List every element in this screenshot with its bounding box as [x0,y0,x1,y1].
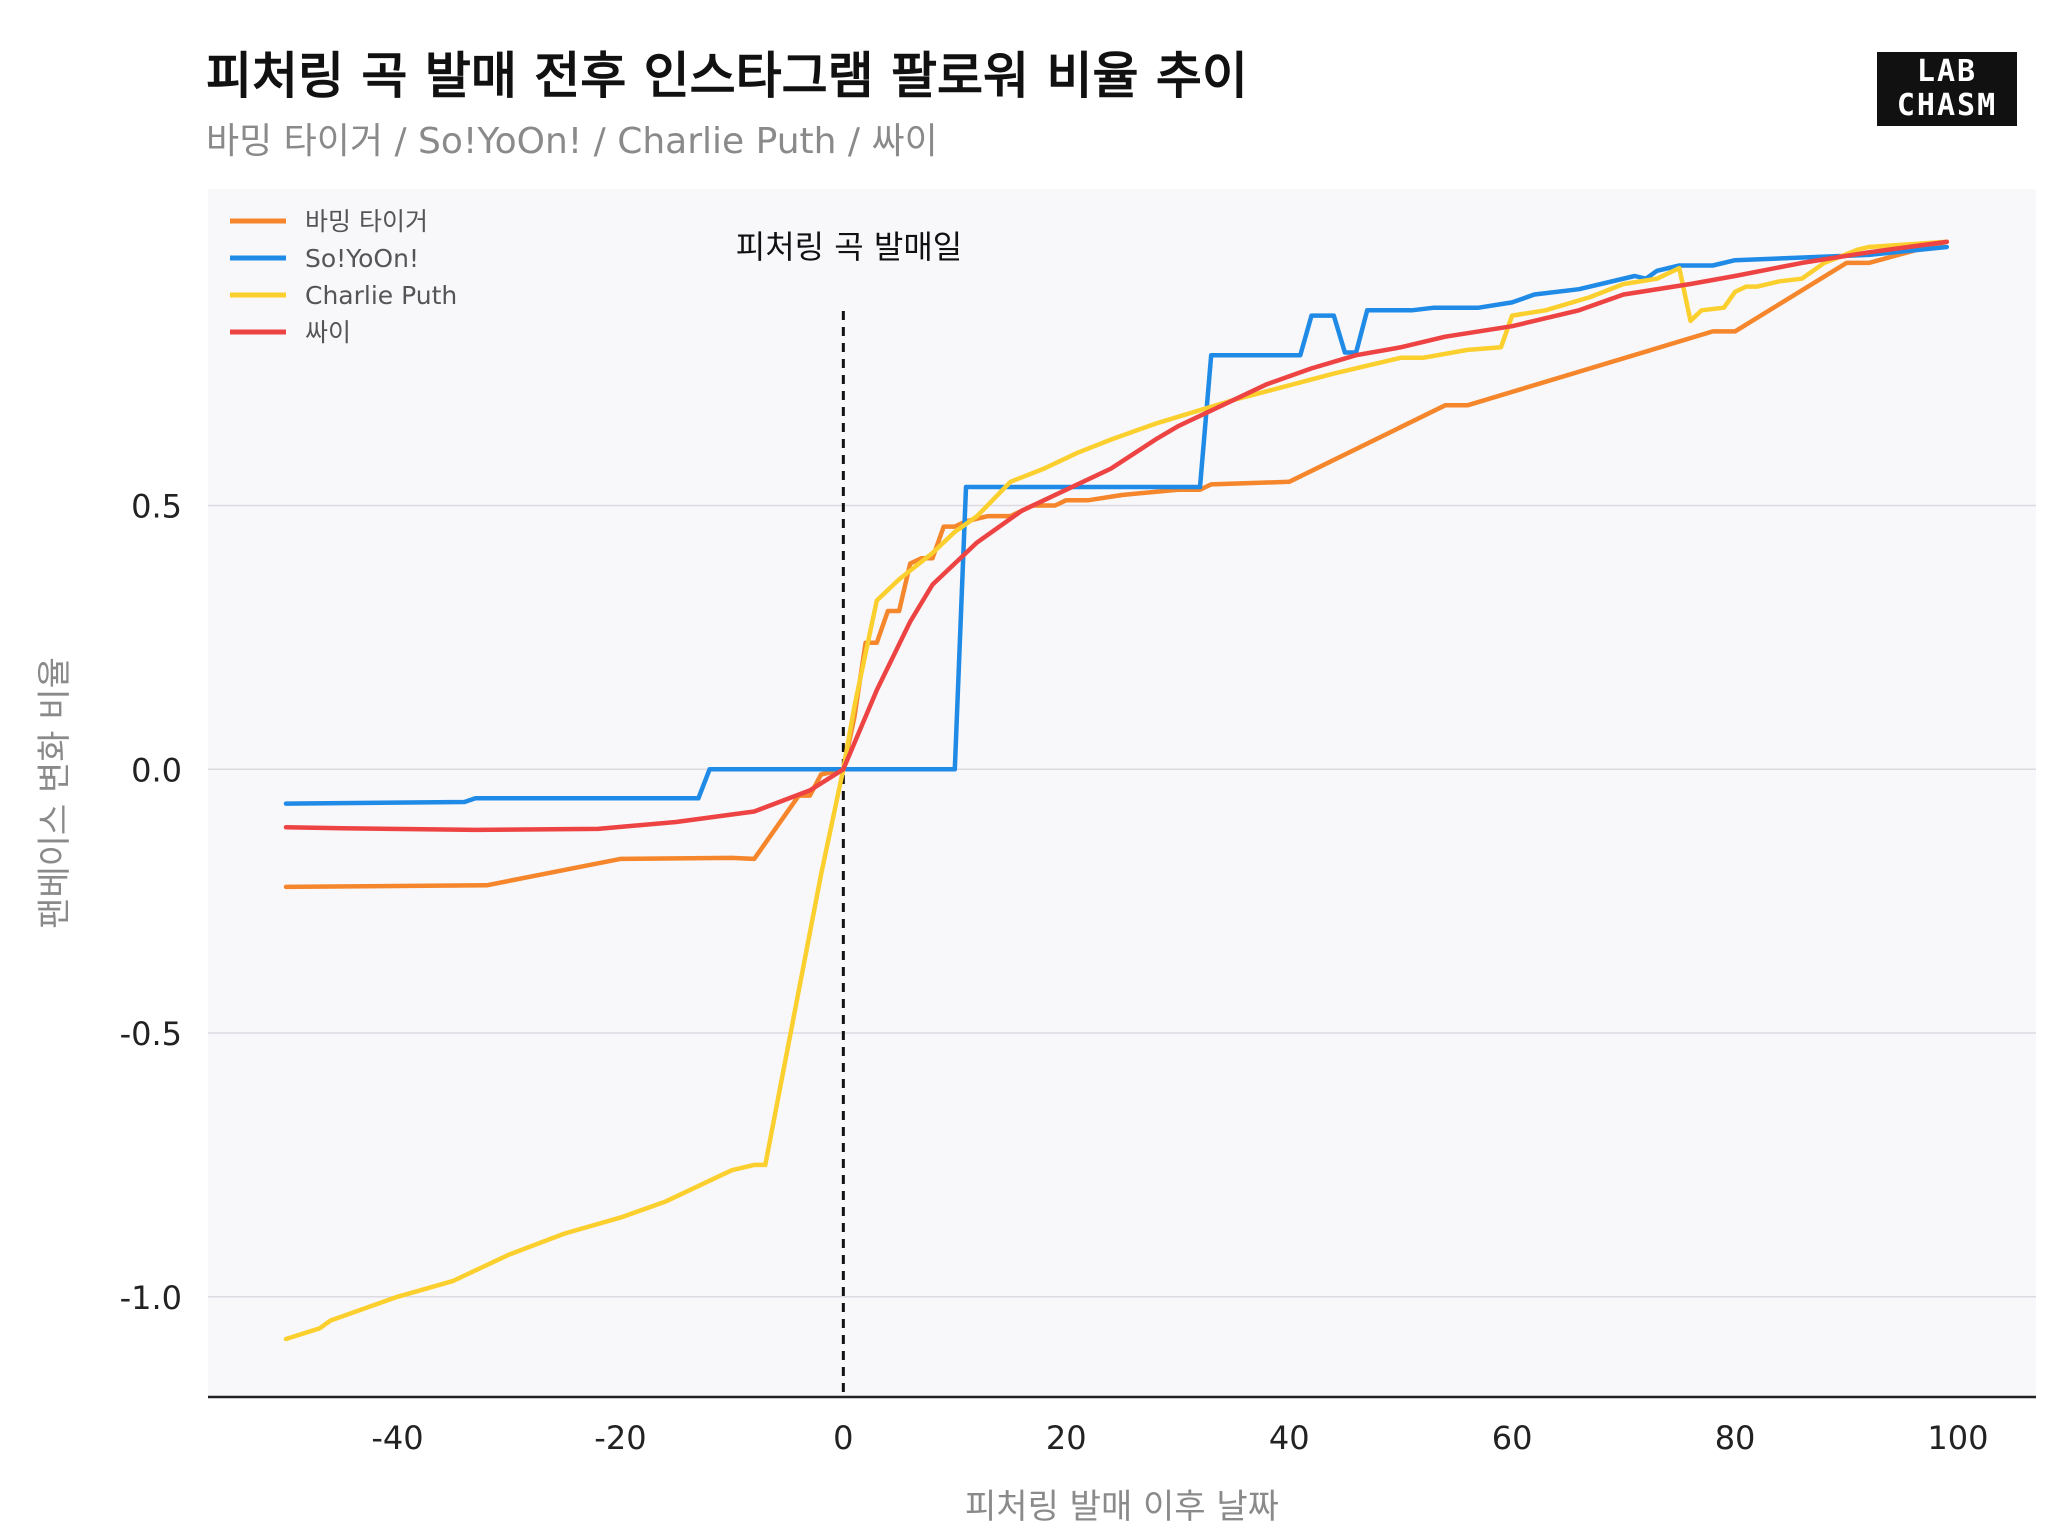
chart-subtitle: 바밍 타이거 / So!YoOn! / Charlie Puth / 싸이 [206,121,938,162]
plot-area [208,189,2036,1397]
logo-line-2: CHASM [1896,88,1998,123]
x-axis-ticks: -40 -20 0 20 40 60 80 100 [371,1419,1988,1457]
legend-label: Charlie Puth [305,281,457,310]
x-tick-label: -20 [594,1419,646,1457]
series-line [283,239,1950,890]
legend-label: 바밍 타이거 [305,207,428,236]
x-tick-label: 80 [1715,1419,1756,1457]
legend-label: So!YoOn! [305,244,419,273]
y-axis-label: 팬베이스 변화 비율 [35,657,75,929]
x-tick-label: 0 [833,1419,853,1457]
series-line [283,244,1950,806]
legend-label: 싸이 [305,318,351,347]
brand-logo: LAB CHASM [1877,52,2017,126]
y-axis-ticks: -1.0 -0.5 0.0 0.5 [120,488,182,1317]
logo-line-1: LAB [1916,54,1978,89]
x-tick-label: 40 [1269,1419,1310,1457]
legend: 바밍 타이거 So!YoOn! Charlie Puth 싸이 [230,207,457,347]
x-tick-label: 20 [1046,1419,1087,1457]
y-tick-label: 0.0 [131,751,182,789]
series-line [283,239,1950,833]
series-lines [283,239,1950,1342]
x-tick-label: -40 [371,1419,423,1457]
y-tick-label: -0.5 [120,1015,182,1053]
y-tick-label: -1.0 [120,1279,182,1317]
x-tick-label: 60 [1492,1419,1533,1457]
x-axis-label: 피처링 발매 이후 날짜 [965,1487,1279,1527]
chart-title: 피처링 곡 발매 전후 인스타그램 팔로워 비율 추이 [206,47,1248,105]
series-line [283,239,1950,1342]
x-tick-label: 100 [1927,1419,1988,1457]
y-tick-label: 0.5 [131,488,182,526]
release-day-annotation: 피처링 곡 발매일 [736,228,962,266]
grid-lines [208,504,2036,1298]
